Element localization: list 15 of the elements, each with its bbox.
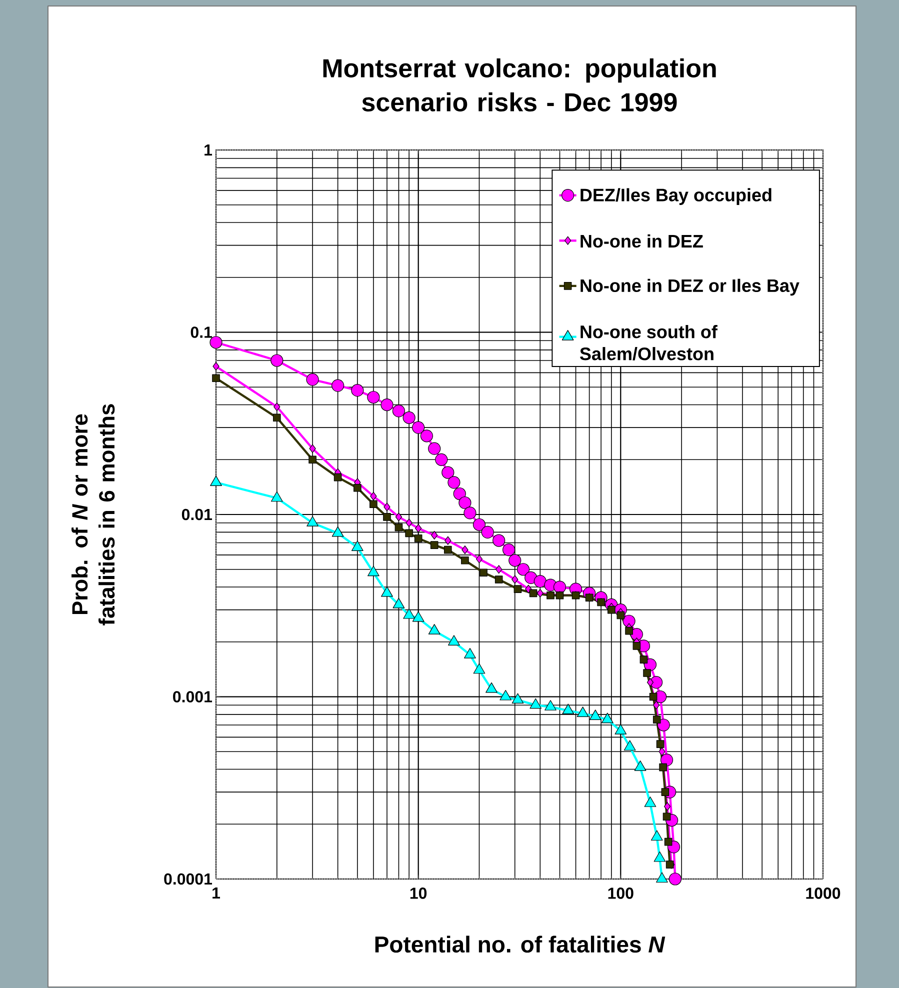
x-tick-label: 100 (608, 888, 634, 899)
legend-label: No-one in DEZ or Iles Bay (580, 278, 800, 296)
legend-label: No-one south of Salem/Olveston (580, 325, 718, 360)
legend-label: No-one in DEZ (580, 234, 703, 248)
x-tick-label: 1000 (806, 888, 840, 899)
legend-label: DEZ/Iles Bay occupied (580, 188, 772, 205)
y-tick-label: 0.01 (182, 508, 212, 520)
x-tick-label: 1 (212, 888, 220, 899)
y-tick-label: 0.001 (173, 691, 212, 702)
x-axis-title: Potential no. of fatalities N (375, 936, 666, 953)
x-tick-label: 10 (410, 888, 427, 899)
y-tick-label: 0.1 (190, 326, 212, 338)
y-tick-label: 1 (204, 144, 212, 156)
y-tick-label: 0.0001 (164, 873, 212, 885)
chart-title: Montserrat volcano: population scenario risks - Dec 1999 (323, 58, 716, 112)
